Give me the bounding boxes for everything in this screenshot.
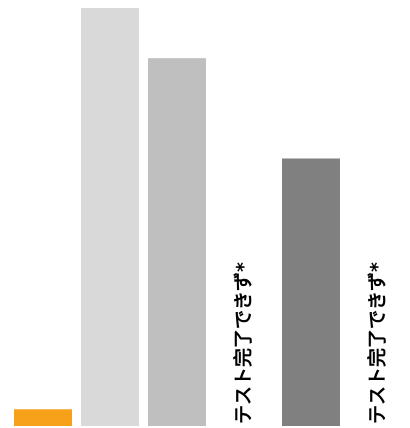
bar-0 — [14, 409, 72, 426]
bar-1 — [81, 8, 139, 426]
bar-annotation-3: テスト完了できず* — [232, 262, 255, 424]
bar-2 — [148, 58, 206, 426]
bar-annotation-5: テスト完了できず* — [366, 262, 389, 424]
bar-4 — [282, 158, 340, 427]
